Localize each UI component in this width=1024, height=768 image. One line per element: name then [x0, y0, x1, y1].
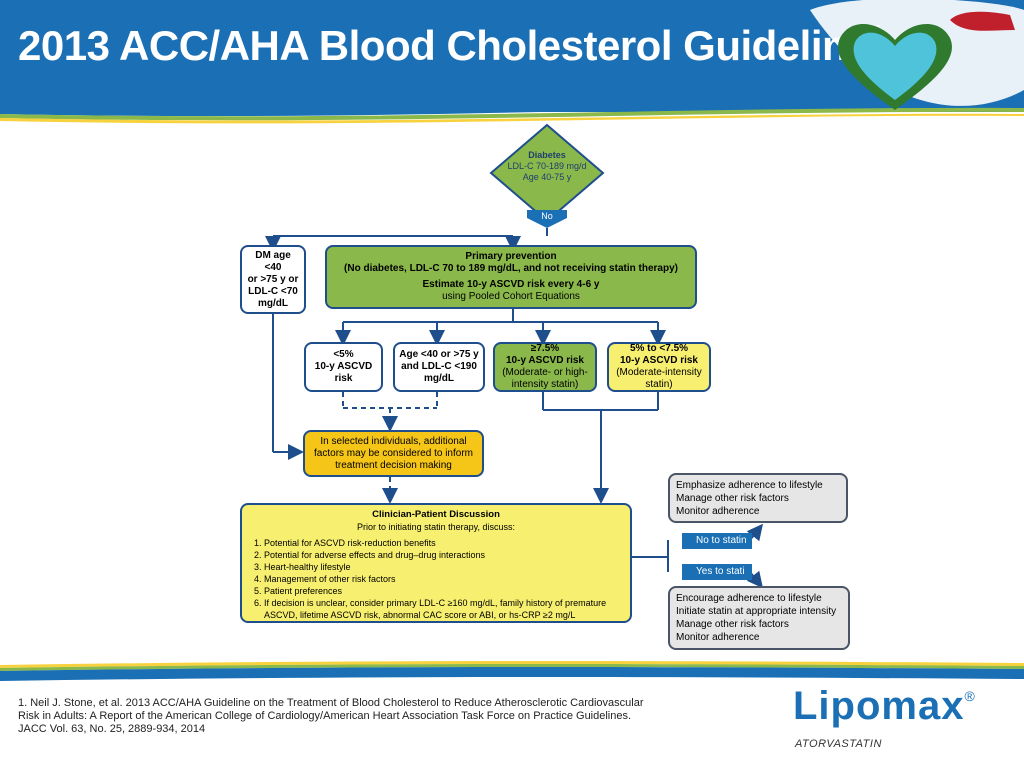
- outcome-line: Initiate statin at appropriate intensity: [676, 606, 837, 617]
- age-ldl-line: mg/dL: [424, 373, 454, 384]
- dm-age-line: mg/dL: [258, 297, 288, 309]
- high-risk-label: 10-y ASCVD risk: [506, 355, 584, 366]
- low-risk-box: <5% 10-y ASCVD risk: [304, 342, 383, 392]
- primary-method: using Pooled Cohort Equations: [442, 291, 580, 302]
- brand-logo: Lipomax®: [793, 684, 976, 728]
- mid-risk-label: 10-y ASCVD risk: [620, 355, 698, 366]
- low-risk-line: 10-y ASCVD: [314, 361, 373, 372]
- dm-age-line: or >75 y or: [247, 273, 299, 285]
- primary-prevention-box: Primary prevention (No diabetes, LDL-C 7…: [325, 245, 697, 309]
- selected-line: factors may be considered to inform: [314, 447, 473, 459]
- registered-mark: ®: [964, 687, 976, 704]
- no-label: No: [541, 211, 553, 221]
- outcome-line: Manage other risk factors: [676, 619, 789, 630]
- discussion-title: Clinician-Patient Discussion: [372, 509, 500, 520]
- dm-age-line: LDL-C <70: [248, 285, 298, 297]
- selected-line: treatment decision making: [335, 459, 452, 471]
- dm-age-line: DM age <40: [255, 249, 291, 273]
- brand-subtitle: ATORVASTATIN: [795, 738, 882, 750]
- age-ldl-line: and LDL-C <190: [401, 361, 477, 372]
- age-ldl-line: Age <40 or >75 y: [399, 349, 479, 360]
- diamond-age: Age 40-75 y: [522, 172, 572, 182]
- high-risk-pct: ≥7.5%: [530, 343, 560, 354]
- outcome-line: Manage other risk factors: [676, 493, 789, 504]
- discussion-item: If decision is unclear, consider primary…: [264, 597, 622, 621]
- dm-age-box: DM age <40 or >75 y or LDL-C <70 mg/dL: [240, 245, 306, 314]
- discussion-item: Potential for ASCVD risk-reduction benef…: [264, 537, 622, 549]
- primary-title: Primary prevention: [465, 251, 557, 262]
- age-ldl-box: Age <40 or >75 y and LDL-C <190 mg/dL: [393, 342, 485, 392]
- low-risk-line: risk: [334, 373, 353, 384]
- discussion-item: Heart-healthy lifestyle: [264, 561, 622, 573]
- outcome-line: Emphasize adherence to lifestyle: [676, 480, 823, 491]
- discussion-subtitle: Prior to initiating statin therapy, disc…: [357, 522, 515, 532]
- diamond-title: Diabetes: [528, 150, 566, 160]
- no-statin-label: No to statin: [682, 533, 752, 549]
- low-risk-line: <5%: [333, 349, 354, 360]
- diamond-ldl: LDL-C 70-189 mg/d: [507, 161, 587, 171]
- clinician-patient-discussion-box: Clinician-Patient Discussion Prior to in…: [240, 503, 632, 623]
- no-statin-outcome-box: Emphasize adherence to lifestyle Manage …: [668, 473, 848, 523]
- primary-estimate: Estimate 10-y ASCVD risk every 4-6 y: [422, 279, 600, 290]
- discussion-item: Potential for adverse effects and drug–d…: [264, 549, 622, 561]
- mid-risk-note: statin): [645, 379, 673, 390]
- outcome-line: Encourage adherence to lifestyle: [676, 593, 822, 604]
- mid-risk-note: (Moderate-intensity: [616, 367, 702, 378]
- yes-statin-outcome-box: Encourage adherence to lifestyle Initiat…: [668, 586, 850, 650]
- yes-statin-label: Yes to stati: [682, 564, 752, 580]
- outcome-line: Monitor adherence: [676, 506, 760, 517]
- selected-line: In selected individuals, additional: [320, 435, 467, 447]
- mid-risk-box: 5% to <7.5% 10-y ASCVD risk (Moderate-in…: [607, 342, 711, 392]
- mid-risk-pct: 5% to <7.5%: [629, 343, 689, 354]
- discussion-list: Potential for ASCVD risk-reduction benef…: [250, 537, 622, 621]
- header-wave: [0, 96, 1024, 124]
- outcome-line: Monitor adherence: [676, 632, 760, 643]
- discussion-item: Management of other risk factors: [264, 573, 622, 585]
- heart-lake-image: [810, 0, 1024, 110]
- high-risk-note: (Moderate- or high-: [502, 367, 588, 378]
- high-risk-box: ≥7.5% 10-y ASCVD risk (Moderate- or high…: [493, 342, 597, 392]
- page-title: 2013 ACC/AHA Blood Cholesterol Guideline…: [18, 22, 883, 70]
- high-risk-note: intensity statin): [511, 379, 579, 390]
- diabetes-decision: Diabetes LDL-C 70-189 mg/d Age 40-75 y: [507, 150, 587, 183]
- primary-subtitle: (No diabetes, LDL-C 70 to 189 mg/dL, and…: [344, 263, 678, 274]
- footer-wave: [0, 661, 1024, 681]
- discussion-item: Patient preferences: [264, 585, 622, 597]
- selected-individuals-box: In selected individuals, additional fact…: [303, 430, 484, 477]
- reference-citation: 1. Neil J. Stone, et al. 2013 ACC/AHA Gu…: [18, 697, 644, 735]
